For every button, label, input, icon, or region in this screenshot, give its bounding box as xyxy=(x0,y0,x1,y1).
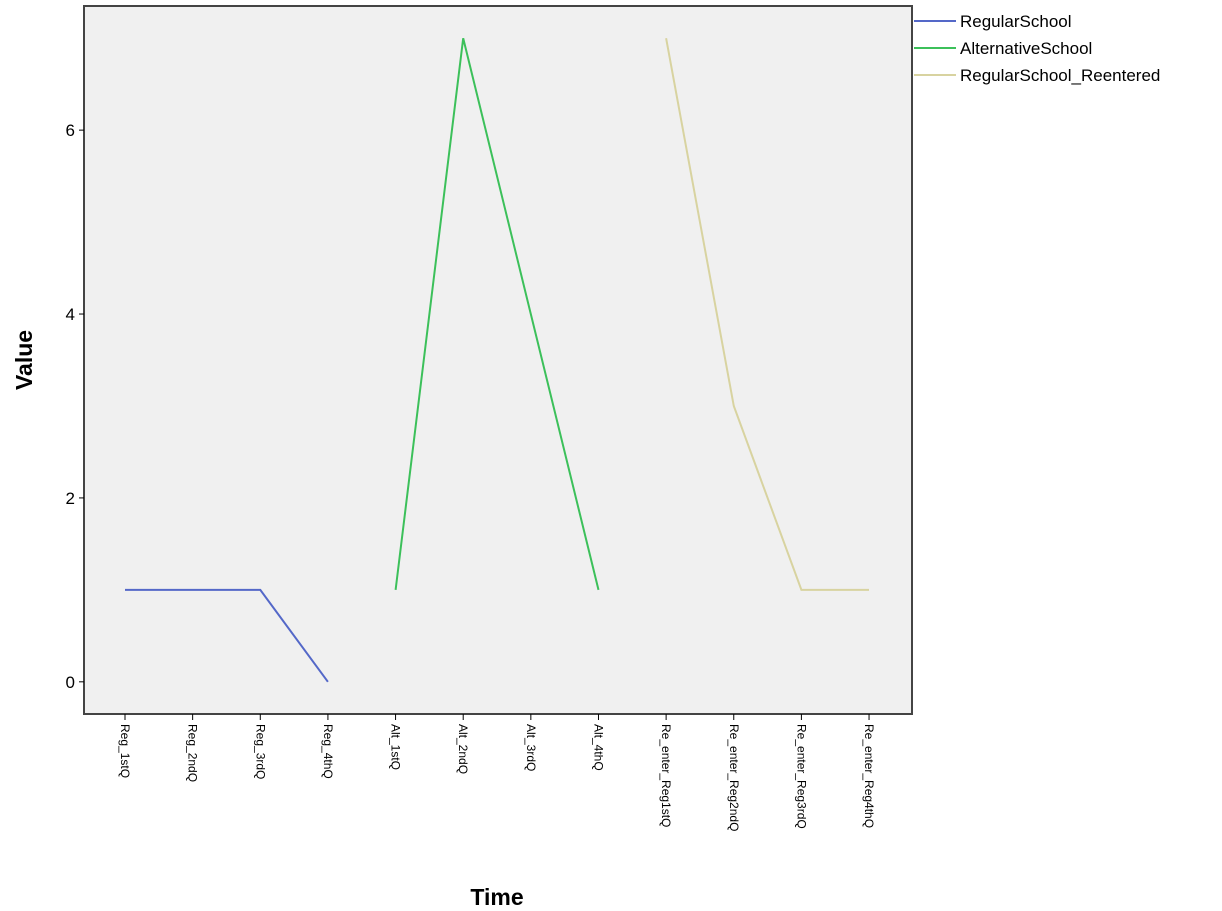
legend: RegularSchool AlternativeSchool RegularSch… xyxy=(914,12,1160,85)
y-tick-label: 0 xyxy=(66,673,75,692)
x-tick-label: Alt_3rdQ xyxy=(524,724,538,771)
x-tick-label: Re_enter_Reg2ndQ xyxy=(727,724,741,831)
x-tick-label: Re_enter_Reg4thQ xyxy=(862,724,876,828)
x-tick-label: Reg_3rdQ xyxy=(253,724,267,779)
legend-label: RegularSchool xyxy=(960,12,1072,31)
x-tick-label: Reg_4thQ xyxy=(321,724,335,779)
y-axis-title: Value xyxy=(11,330,37,390)
y-tick-label: 4 xyxy=(66,305,75,324)
legend-label: RegularSchool_Reentered xyxy=(960,66,1160,85)
legend-label: AlternativeSchool xyxy=(960,39,1092,58)
x-tick-label: Alt_4thQ xyxy=(591,724,605,771)
y-axis: 0 2 4 6 xyxy=(66,121,84,692)
x-tick-label: Re_enter_Reg3rdQ xyxy=(794,724,808,829)
x-tick-label: Alt_1stQ xyxy=(389,724,403,770)
y-tick-label: 6 xyxy=(66,121,75,140)
x-tick-label: Alt_2ndQ xyxy=(456,724,470,774)
plot-area xyxy=(83,5,913,715)
x-tick-label: Re_enter_Reg1stQ xyxy=(659,724,673,827)
series-line-regularschool-reentered xyxy=(665,38,869,591)
y-tick-label: 2 xyxy=(66,489,75,508)
series-line-regularschool xyxy=(125,588,329,683)
x-axis-title: Time xyxy=(470,884,523,910)
x-axis: Reg_1stQ Reg_2ndQ Reg_3rdQ Reg_4thQ Alt_1stQ… xyxy=(118,714,876,831)
series-line-alternativeschool xyxy=(394,37,600,591)
x-tick-label: Reg_1stQ xyxy=(118,724,132,778)
x-tick-label: Reg_2ndQ xyxy=(186,724,200,782)
series-layer xyxy=(125,37,869,683)
